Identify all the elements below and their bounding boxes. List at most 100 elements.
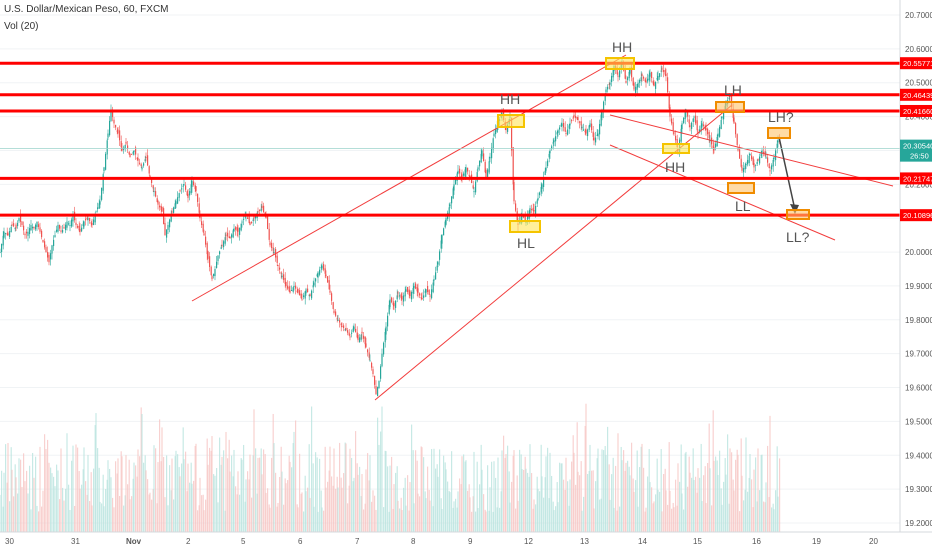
volume-bar: [417, 493, 419, 532]
volume-bar: [159, 419, 161, 532]
candle-body: [511, 117, 513, 151]
volume-bar: [495, 477, 497, 532]
candle-body: [697, 133, 699, 135]
volume-bar: [776, 446, 778, 532]
volume-bar: [179, 476, 181, 532]
volume-bar: [221, 456, 223, 532]
volume-bar: [163, 456, 165, 532]
volume-bar: [657, 489, 659, 532]
volume-bar: [272, 413, 274, 532]
volume-bar: [332, 485, 334, 532]
volume-bar: [197, 510, 199, 532]
candle-body: [355, 328, 357, 332]
y-tick-label: 19.30000: [905, 485, 932, 494]
candle-body: [98, 203, 100, 209]
volume-bar: [91, 505, 93, 532]
volume-bar: [576, 422, 578, 532]
volume-bar: [413, 503, 415, 532]
volume-bar: [249, 454, 251, 532]
candle-body: [57, 224, 59, 232]
volume-bar: [407, 475, 409, 532]
candle-body: [565, 132, 567, 134]
volume-bar: [300, 493, 302, 532]
volume-bar: [98, 467, 100, 532]
volume-bar: [378, 444, 380, 532]
candle-body: [752, 157, 754, 165]
volume-bar: [683, 509, 685, 532]
volume-bar: [198, 505, 200, 532]
volume-bar: [115, 461, 117, 532]
candle-body: [580, 121, 582, 126]
candle-body: [261, 205, 263, 209]
volume-bar: [517, 500, 519, 532]
volume-bar: [481, 469, 483, 532]
candle-body: [729, 96, 731, 98]
candle-body: [216, 261, 218, 269]
candle-body: [653, 82, 655, 87]
volume-bar: [209, 447, 211, 532]
volume-bar: [160, 461, 162, 532]
volume-indicator-label[interactable]: Vol (20): [4, 21, 39, 32]
volume-bar: [284, 478, 286, 532]
volume-bar: [324, 446, 326, 532]
candle-body: [767, 157, 769, 163]
volume-bar: [427, 466, 429, 532]
volume-bar: [236, 494, 238, 532]
volume-bar: [645, 507, 647, 532]
candle-body: [225, 234, 227, 236]
volume-bar: [65, 488, 67, 532]
candle-body: [680, 128, 682, 142]
candle-body: [159, 205, 161, 208]
volume-bar: [81, 484, 83, 532]
volume-bar: [724, 458, 726, 532]
volume-bar: [749, 454, 751, 532]
candle-body: [217, 255, 219, 262]
candle-body: [759, 156, 761, 164]
volume-bar: [347, 503, 349, 532]
volume-bar: [569, 479, 571, 532]
candle-body: [477, 167, 479, 170]
volume-bar: [148, 494, 150, 532]
candle-body: [304, 291, 306, 299]
candle-body: [608, 84, 610, 86]
candle-body: [409, 291, 411, 297]
volume-bar: [121, 456, 123, 532]
candle-body: [420, 297, 422, 299]
candle-body: [237, 227, 239, 232]
candle-body: [720, 119, 722, 129]
volume-bar: [600, 498, 602, 532]
y-tick-label: 20.60000: [905, 45, 932, 54]
candle-body: [629, 69, 631, 74]
current-price-text: 20.30540: [903, 142, 932, 151]
candle-body: [82, 223, 84, 227]
volume-bar: [75, 444, 77, 532]
volume-bar: [265, 492, 267, 532]
volume-bar: [443, 455, 445, 532]
candle-body: [5, 233, 7, 235]
volume-bar: [547, 447, 549, 532]
candle-body: [6, 233, 8, 235]
candle-body: [119, 130, 121, 141]
volume-bar: [213, 474, 215, 532]
volume-bar: [259, 457, 261, 532]
volume-bar: [348, 485, 350, 532]
candle-body: [287, 285, 289, 289]
candle-body: [413, 285, 415, 289]
grid: [0, 14, 900, 524]
candle-body: [641, 74, 643, 76]
volume-bar: [553, 510, 555, 532]
candle-body: [364, 336, 366, 345]
volume-bar: [736, 449, 738, 532]
candle-body: [321, 265, 323, 269]
candle-body: [106, 140, 108, 155]
candle-body: [228, 236, 230, 238]
volume-bar: [293, 431, 295, 532]
candle-body: [437, 262, 439, 265]
candle-body: [308, 294, 310, 296]
x-tick-label: 9: [468, 537, 473, 546]
volume-bar: [552, 501, 554, 532]
volume-bar: [229, 471, 231, 532]
candle-body: [11, 224, 13, 226]
candle-body: [553, 140, 555, 143]
